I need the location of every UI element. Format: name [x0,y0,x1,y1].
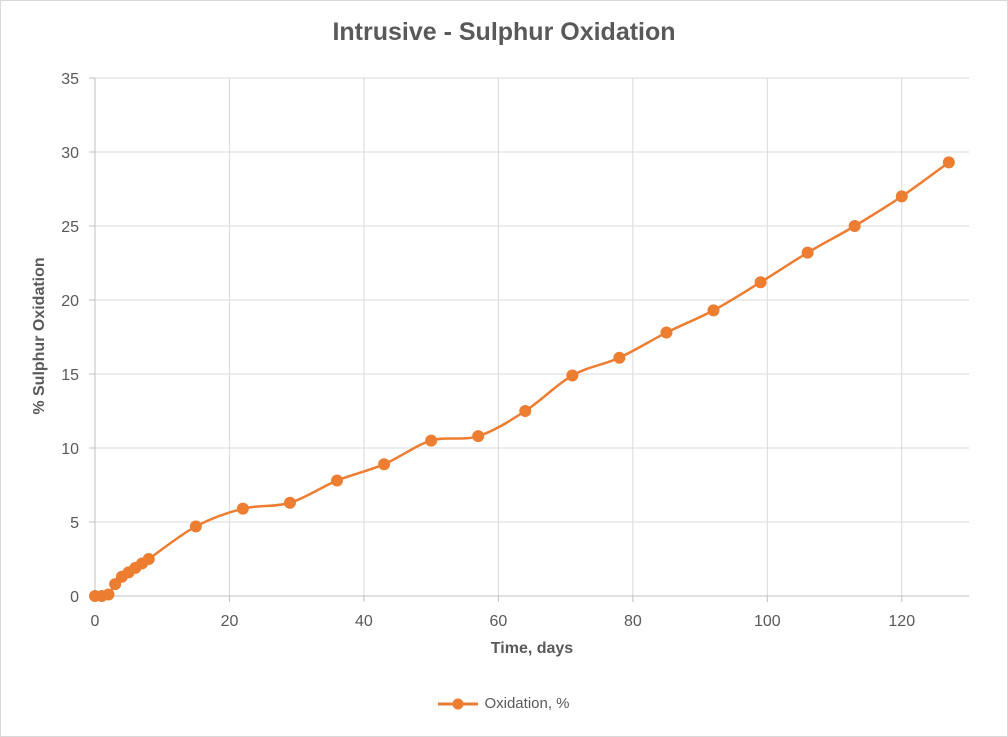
data-point [519,405,532,417]
data-point [102,588,115,601]
x-tick-label: 60 [489,613,507,630]
y-tick-label: 10 [61,441,79,458]
data-point [425,434,438,447]
data-point [189,520,202,533]
data-point [942,156,955,169]
y-tick-label: 0 [70,589,79,606]
data-point [378,458,391,471]
y-tick-label: 35 [61,71,79,88]
y-tick-label: 25 [61,219,79,236]
tick-labels: 0 5 10 15 20 25 30 35 0 20 40 60 80 100 120 [61,71,915,630]
x-tick-label: 20 [221,613,239,630]
data-point [283,496,296,509]
data-point [660,326,673,339]
data-point [754,276,767,289]
x-axis-title: Time, days [490,640,574,657]
data-point [895,190,908,203]
data-point [109,578,122,591]
legend-marker-icon [438,698,479,709]
data-point [566,369,579,382]
grid-lines [89,77,969,602]
y-tick-label: 20 [61,293,79,310]
data-point [236,502,249,515]
data-point [848,220,861,232]
x-tick-label: 40 [355,613,373,630]
data-point [472,430,485,443]
y-tick-label: 5 [70,515,79,532]
data-point [613,351,626,364]
x-tick-label: 100 [754,613,781,630]
x-tick-label: 120 [888,613,915,630]
x-tick-label: 0 [91,613,100,630]
legend: Oxidation, % [0,695,1008,712]
y-tick-label: 15 [61,367,79,384]
y-tick-label: 30 [61,145,79,162]
legend-label: Oxidation, % [484,695,570,712]
series-layer [89,156,955,602]
chart-title: Intrusive - Sulphur Oxidation [332,18,676,46]
data-point [801,246,814,259]
data-point [707,304,720,317]
x-tick-label: 80 [624,613,642,630]
data-point [331,474,344,487]
data-point [142,553,155,565]
series-line [94,161,950,598]
